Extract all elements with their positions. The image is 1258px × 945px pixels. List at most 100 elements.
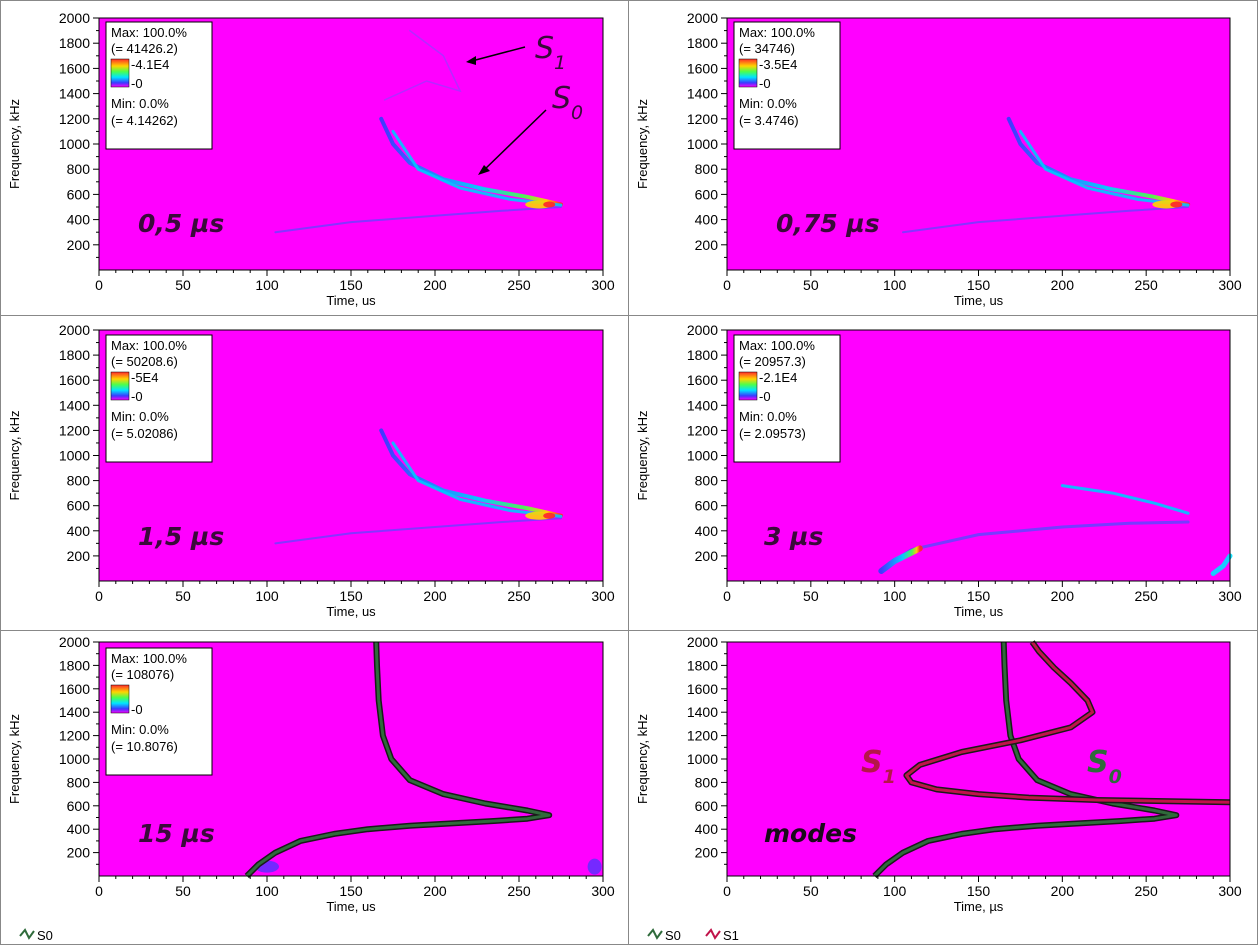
y-tick-label: 800 bbox=[67, 161, 91, 177]
scale-max-value: (= 41426.2) bbox=[111, 41, 178, 56]
y-tick-label: 400 bbox=[67, 821, 91, 837]
x-tick-label: 150 bbox=[967, 277, 991, 293]
y-axis-label: Frequency, kHz bbox=[635, 410, 650, 500]
y-tick-label: 1200 bbox=[59, 422, 90, 438]
s1-mode-subscript: 1 bbox=[883, 766, 896, 788]
y-tick-label: 1400 bbox=[59, 704, 90, 720]
x-tick-label: 0 bbox=[95, 277, 103, 293]
scale-top-value: -2.1E4 bbox=[759, 370, 797, 385]
y-tick-label: 2000 bbox=[59, 10, 90, 26]
y-tick-label: 600 bbox=[67, 186, 91, 202]
x-tick-label: 250 bbox=[1134, 588, 1158, 604]
scale-top-value: -5E4 bbox=[131, 370, 158, 385]
energy-peak bbox=[1170, 201, 1183, 208]
y-axis-label: Frequency, kHz bbox=[635, 99, 650, 189]
energy-ridge bbox=[391, 129, 563, 207]
x-tick-label: 300 bbox=[591, 588, 615, 604]
chart-panel-2: 0 50 100 150 200 250 300 200 400 600 800 1000 1200 14… bbox=[635, 10, 1242, 308]
x-tick-label: 100 bbox=[255, 277, 279, 293]
y-tick-label: 1800 bbox=[59, 347, 90, 363]
scale-bottom-value: -0 bbox=[759, 389, 771, 404]
plot-background bbox=[727, 642, 1230, 876]
x-tick-label: 250 bbox=[507, 277, 531, 293]
color-scale-bar bbox=[110, 58, 130, 88]
scale-max-value: (= 108076) bbox=[111, 667, 174, 682]
energy-ridge bbox=[383, 29, 462, 101]
x-axis-label: Time, us bbox=[326, 604, 376, 619]
y-tick-label: 1800 bbox=[687, 657, 718, 673]
panel-annotation: 0,5 µs bbox=[138, 209, 224, 238]
y-tick-label: 1200 bbox=[59, 728, 90, 744]
x-tick-label: 150 bbox=[967, 883, 991, 899]
x-axis-label: Time, µs bbox=[954, 899, 1004, 914]
energy-ridge bbox=[878, 545, 923, 574]
x-axis-label: Time, us bbox=[326, 293, 376, 308]
chart-panel-1: 0 50 100 150 200 250 300 200 400 600 800 1000 1200 14… bbox=[7, 10, 615, 308]
x-tick-label: 50 bbox=[175, 588, 191, 604]
y-tick-label: 1600 bbox=[687, 60, 718, 76]
y-tick-label: 1200 bbox=[687, 422, 718, 438]
y-tick-label: 2000 bbox=[687, 322, 718, 338]
color-scale-bar bbox=[110, 684, 130, 714]
color-scale-bar bbox=[738, 58, 758, 88]
energy-peak bbox=[543, 512, 556, 519]
y-tick-label: 1600 bbox=[59, 60, 90, 76]
y-tick-label: 1000 bbox=[59, 448, 90, 464]
energy-ridge bbox=[1060, 484, 1190, 515]
x-tick-label: 100 bbox=[883, 277, 907, 293]
y-tick-label: 400 bbox=[695, 523, 719, 539]
y-tick-label: 1800 bbox=[687, 35, 718, 51]
y-axis-label: Frequency, kHz bbox=[7, 99, 22, 189]
x-tick-label: 50 bbox=[175, 277, 191, 293]
scale-min-value: (= 10.8076) bbox=[111, 739, 178, 754]
x-tick-label: 0 bbox=[95, 588, 103, 604]
s0-mode-subscript: 0 bbox=[571, 102, 583, 124]
x-tick-label: 100 bbox=[883, 883, 907, 899]
y-tick-label: 2000 bbox=[59, 634, 90, 650]
s1-legend-icon bbox=[705, 928, 721, 940]
y-tick-label: 1400 bbox=[687, 86, 718, 102]
scale-min-label: Min: 0.0% bbox=[739, 96, 797, 111]
scale-bottom-value: -0 bbox=[131, 76, 143, 91]
x-tick-label: 0 bbox=[723, 883, 731, 899]
x-tick-label: 250 bbox=[1134, 277, 1158, 293]
energy-ridge bbox=[274, 206, 562, 234]
y-tick-label: 800 bbox=[67, 774, 91, 790]
y-tick-label: 1400 bbox=[59, 397, 90, 413]
x-tick-label: 200 bbox=[1051, 277, 1075, 293]
scale-bottom-value: -0 bbox=[131, 389, 143, 404]
x-axis-label: Time, us bbox=[954, 293, 1004, 308]
scale-bottom-value: -0 bbox=[131, 702, 143, 717]
y-tick-label: 1000 bbox=[687, 136, 718, 152]
y-tick-label: 1400 bbox=[687, 704, 718, 720]
y-tick-label: 800 bbox=[695, 774, 719, 790]
y-tick-label: 200 bbox=[67, 845, 91, 861]
y-tick-label: 800 bbox=[695, 161, 719, 177]
scale-max-label: Max: 100.0% bbox=[739, 338, 815, 353]
y-tick-label: 2000 bbox=[59, 322, 90, 338]
legend-left: S0 bbox=[19, 928, 53, 943]
x-tick-label: 300 bbox=[591, 883, 615, 899]
y-tick-label: 1600 bbox=[687, 681, 718, 697]
scale-top-value: -4.1E4 bbox=[131, 57, 169, 72]
x-tick-label: 100 bbox=[255, 588, 279, 604]
x-tick-label: 150 bbox=[339, 588, 363, 604]
y-tick-label: 400 bbox=[695, 821, 719, 837]
scale-min-label: Min: 0.0% bbox=[739, 409, 797, 424]
scale-max-value: (= 50208.6) bbox=[111, 354, 178, 369]
s0-legend-icon bbox=[647, 928, 663, 940]
y-axis-label: Frequency, kHz bbox=[635, 714, 650, 804]
x-tick-label: 250 bbox=[1134, 883, 1158, 899]
scale-bottom-value: -0 bbox=[759, 76, 771, 91]
s0-arrowhead bbox=[478, 165, 490, 175]
x-tick-label: 300 bbox=[1218, 588, 1242, 604]
x-tick-label: 50 bbox=[803, 277, 819, 293]
x-tick-label: 50 bbox=[175, 883, 191, 899]
x-tick-label: 300 bbox=[1218, 277, 1242, 293]
x-tick-label: 50 bbox=[803, 588, 819, 604]
series-s0-line bbox=[245, 641, 551, 878]
s1-mode-subscript: 1 bbox=[554, 52, 566, 74]
y-tick-label: 400 bbox=[695, 212, 719, 228]
s0-legend-label: S0 bbox=[37, 928, 53, 943]
